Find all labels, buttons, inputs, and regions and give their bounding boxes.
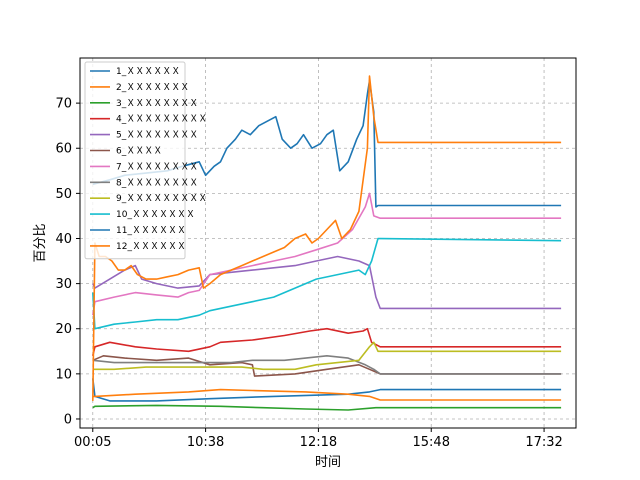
plot-frame <box>79 57 577 429</box>
y-tick-label: 0 <box>64 412 72 427</box>
legend-label: 12_ＸＸＸＸＸＸ <box>116 242 186 252</box>
legend-box <box>84 61 186 260</box>
y-tick-label: 70 <box>55 97 72 112</box>
legend-label: 8_ＸＸＸＸＸＸＸＸ <box>116 178 198 188</box>
y-tick-label: 30 <box>55 277 72 292</box>
legend-label: 6_ＸＸＸＸ <box>116 147 162 157</box>
series-line-8 <box>92 355 562 375</box>
legend: 1_ＸＸＸＸＸＸ 2_ＸＸＸＸＸＸＸ 3_ＸＸＸＸＸＸＸＸ 4_ＸＸＸＸＸＸＸＸＸ 5_… <box>84 61 207 260</box>
legend-label: 4_ＸＸＸＸＸＸＸＸＸ <box>116 115 207 125</box>
series-line-11 <box>92 79 562 208</box>
series-line-10 <box>92 237 562 330</box>
x-tick-label: 17:32 <box>525 435 562 450</box>
y-tick-label: 10 <box>55 367 72 382</box>
series-line-9 <box>92 341 562 371</box>
series-line-5 <box>92 255 562 310</box>
y-tick-label: 40 <box>55 232 72 247</box>
series-line-2 <box>92 388 562 401</box>
series-line-1 <box>92 378 562 402</box>
x-tick-label: 15:48 <box>413 435 450 450</box>
x-axis-label: 时间 <box>315 455 341 470</box>
y-axis-label: 百分比 <box>33 223 48 262</box>
legend-label: 5_ＸＸＸＸＸＸＸＸ <box>116 131 198 141</box>
y-tick-label: 60 <box>55 142 72 157</box>
legend-label: 11_ＸＸＸＸＸＸ <box>116 226 186 236</box>
series-line-6 <box>92 355 562 377</box>
series-line-7 <box>92 192 562 316</box>
series-line-4 <box>92 327 562 356</box>
legend-label: 2_ＸＸＸＸＸＸＸ <box>116 83 189 93</box>
legend-label: 10_ＸＸＸＸＸＸＸ <box>116 210 195 220</box>
axis-ticks: 00:05 10:38 12:18 15:48 17:32 0 10 20 30 40 50 60 70 <box>55 97 562 450</box>
legend-label: 9_ＸＸＸＸＸＸＸＸＸ <box>116 194 207 204</box>
x-tick-label: 12:18 <box>300 435 337 450</box>
series-line-12 <box>92 75 562 401</box>
series-line-3 <box>92 404 562 411</box>
legend-label: 7_ＸＸＸＸＸＸＸＸ <box>116 162 198 172</box>
y-tick-label: 20 <box>55 322 72 337</box>
legend-label: 1_ＸＸＸＸＸＸ <box>116 67 180 77</box>
x-tick-label: 10:38 <box>187 435 224 450</box>
legend-label: 3_ＸＸＸＸＸＸＸＸ <box>116 99 198 109</box>
series-group <box>92 75 562 411</box>
x-tick-label: 00:05 <box>74 435 111 450</box>
y-tick-label: 50 <box>55 187 72 202</box>
